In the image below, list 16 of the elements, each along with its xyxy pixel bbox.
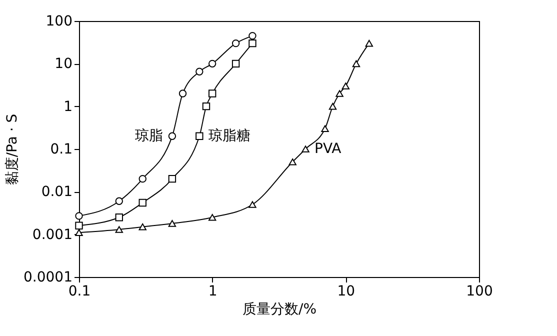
y-tick-label: 0.1 [50,142,72,158]
x-tick-label: 10 [337,284,356,300]
series-label: 琼脂 [135,128,164,144]
y-tick-label: 0.0001 [24,270,72,286]
x-tick-label: 1 [208,284,218,300]
x-tick-label: 100 [466,284,493,300]
y-tick-label: 0.001 [32,226,72,243]
series-label: PVA [314,141,342,157]
x-axis-title: 质量分数/% [242,302,317,318]
y-tick-label: 10 [54,56,72,72]
y-tick-label: 1 [64,98,72,115]
y-axis-title: 黏度/Pa · S [4,114,21,186]
y-tick-label: 100 [46,14,72,30]
x-tick-label: 0.1 [68,284,91,300]
series-label: 琼脂糖 [208,128,250,144]
y-tick-label: 0.01 [41,184,72,200]
